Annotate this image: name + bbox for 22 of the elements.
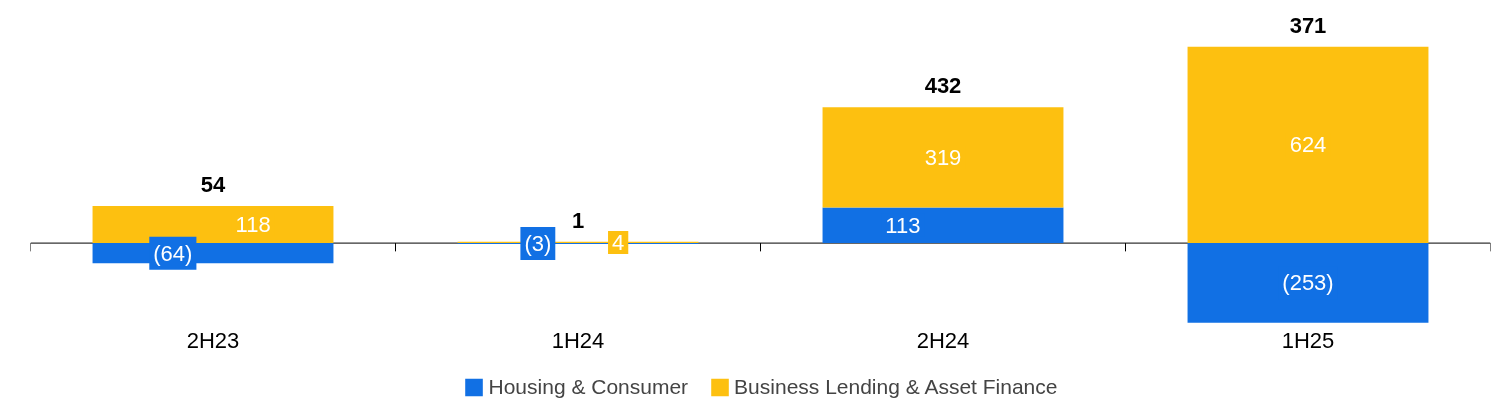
bar (822, 107, 1064, 208)
data-label: 113 (885, 212, 921, 238)
x-tick-label: 1H25 (1281, 328, 1335, 354)
bar (1187, 243, 1429, 323)
data-label: 4 (612, 229, 625, 255)
data-label: (64) (153, 240, 193, 266)
legend-label: Business Lending & Asset Finance (734, 375, 1058, 399)
data-label: 624 (1289, 132, 1327, 158)
bar (1187, 46, 1429, 244)
x-tick-label: 2H24 (916, 328, 970, 354)
total-label: 1 (571, 207, 585, 233)
data-label: 319 (924, 144, 962, 170)
data-label: 118 (235, 212, 271, 238)
x-tick-label: 2H23 (186, 328, 240, 354)
bar (822, 207, 1064, 244)
data-label: (253) (1282, 270, 1334, 296)
x-tick-label: 1H24 (551, 328, 605, 354)
total-label: 54 (200, 171, 226, 197)
total-label: 432 (924, 73, 962, 99)
data-label: (3) (524, 231, 552, 257)
total-label: 371 (1289, 12, 1327, 38)
legend-label: Housing & Consumer (488, 375, 689, 399)
